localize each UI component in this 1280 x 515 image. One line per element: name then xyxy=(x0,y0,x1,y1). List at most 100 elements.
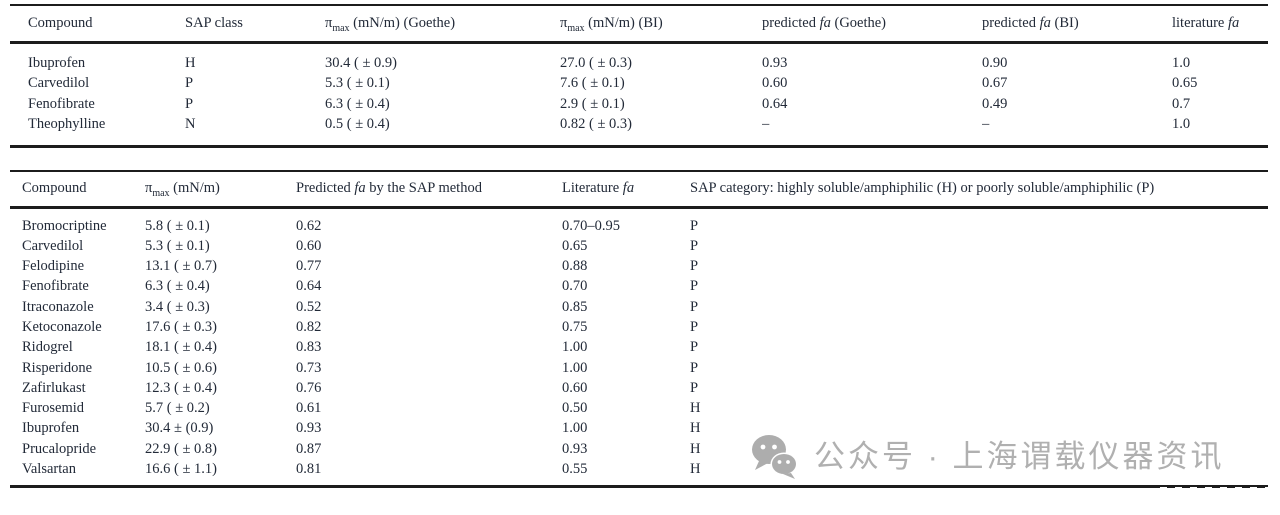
table-cell: 0.85 xyxy=(562,298,588,315)
table-cell: P xyxy=(690,318,699,335)
col-header-sap-category: SAP category: highly soluble/amphiphilic… xyxy=(690,180,1155,197)
wechat-icon xyxy=(750,433,800,479)
table-row: Carvedilol P 5.3 ( ± 0.1) 7.6 ( ± 0.1) 0.60 0… xyxy=(10,73,1268,94)
table-cell: 30.4 ± (0.9) xyxy=(145,420,214,437)
table-cell: – xyxy=(982,116,990,132)
table-row: Fenofibrate P 6.3 ( ± 0.4) 2.9 ( ± 0.1) 0.64… xyxy=(10,94,1268,115)
table-cell: P xyxy=(185,75,194,91)
table-cell: 18.1 ( ± 0.4) xyxy=(145,339,217,356)
table-cell: Ibuprofen xyxy=(28,54,86,71)
table-cell: 10.5 ( ± 0.6) xyxy=(145,359,217,376)
table-row: Prucalopride 22.9 ( ± 0.8) 0.87 0.93 H xyxy=(10,439,1268,459)
col-header-compound: Compound xyxy=(28,14,93,31)
table-cell: 0.90 xyxy=(982,54,1008,71)
table-cell: P xyxy=(690,298,699,315)
table-cell: 13.1 ( ± 0.7) xyxy=(145,258,217,275)
table-cell: 5.8 ( ± 0.1) xyxy=(145,217,210,234)
table-cell: 1.00 xyxy=(562,420,588,437)
table-cell: 0.81 xyxy=(296,461,322,478)
table-row: Theophylline N 0.5 ( ± 0.4) 0.82 ( ± 0.3) – –… xyxy=(10,114,1268,146)
table-sap-prediction: Compound πmax (mN/m) Predicted fa by the… xyxy=(10,170,1268,489)
table-cell: Prucalopride xyxy=(22,440,97,457)
table-1-header-row: Compound SAP class πmax (mN/m) (Goethe) … xyxy=(10,5,1268,42)
table-cell: 0.73 xyxy=(296,359,322,376)
table-row: Furosemid 5.7 ( ± 0.2) 0.61 0.50 H xyxy=(10,398,1268,418)
table-cell: 2.9 ( ± 0.1) xyxy=(560,95,625,112)
scan-artifact-dashed-rule xyxy=(1152,487,1270,494)
col-header-pimax: πmax (mN/m) xyxy=(145,180,220,200)
table-cell: 0.55 xyxy=(562,461,588,478)
table-row: Ketoconazole 17.6 ( ± 0.3) 0.82 0.75 P xyxy=(10,317,1268,337)
table-cell: 0.93 xyxy=(296,420,322,437)
table-cell: 0.61 xyxy=(296,400,322,417)
table-cell: Felodipine xyxy=(22,258,85,275)
table-cell: 5.3 ( ± 0.1) xyxy=(325,75,390,91)
col-header-literature-fa: literature fa xyxy=(1172,14,1240,31)
table-cell: H xyxy=(690,440,701,457)
table-row: Carvedilol 5.3 ( ± 0.1) 0.60 0.65 P xyxy=(10,236,1268,256)
table-cell: Risperidone xyxy=(22,359,93,376)
table-cell: P xyxy=(690,217,699,234)
table-row: Ibuprofen 30.4 ± (0.9) 0.93 1.00 H xyxy=(10,418,1268,438)
table-cell: 12.3 ( ± 0.4) xyxy=(145,379,217,396)
table-cell: H xyxy=(690,461,701,478)
table-cell: 17.6 ( ± 0.3) xyxy=(145,318,217,335)
table-cell: 7.6 ( ± 0.1) xyxy=(560,75,625,91)
col-header-compound: Compound xyxy=(22,180,87,197)
table-cell: 0.75 xyxy=(562,318,588,335)
table-row: Fenofibrate 6.3 ( ± 0.4) 0.64 0.70 P xyxy=(10,276,1268,296)
table-row: Risperidone 10.5 ( ± 0.6) 0.73 1.00 P xyxy=(10,358,1268,378)
table-cell: Ketoconazole xyxy=(22,318,102,335)
table-2-header-row: Compound πmax (mN/m) Predicted fa by the… xyxy=(10,171,1268,207)
table-cell: H xyxy=(690,400,701,417)
table-cell: 1.0 xyxy=(1172,54,1191,71)
table-cell: 0.52 xyxy=(296,298,322,315)
table-1-body: Ibuprofen H 30.4 ( ± 0.9) 27.0 ( ± 0.3) 0.93… xyxy=(10,42,1268,146)
table-sap-class-comparison: Compound SAP class πmax (mN/m) (Goethe) … xyxy=(10,4,1268,148)
table-row: Valsartan 16.6 ( ± 1.1) 0.81 0.55 H xyxy=(10,459,1268,487)
table-cell: 0.77 xyxy=(296,258,322,275)
table-row: Itraconazole 3.4 ( ± 0.3) 0.52 0.85 P xyxy=(10,297,1268,317)
col-header-pimax-bi: πmax (mN/m) (BI) xyxy=(560,14,663,34)
table-cell: 27.0 ( ± 0.3) xyxy=(560,54,632,71)
table-cell: 0.83 xyxy=(296,339,322,356)
table-cell: Fenofibrate xyxy=(28,95,95,112)
table-cell: H xyxy=(185,54,196,71)
table-cell: 0.60 xyxy=(296,237,322,254)
table-cell: 0.64 xyxy=(296,278,322,295)
table-cell: P xyxy=(185,95,194,112)
table-cell: Carvedilol xyxy=(22,237,84,254)
table-cell: 0.7 xyxy=(1172,95,1191,112)
table-cell: 0.49 xyxy=(982,95,1008,112)
table-cell: Fenofibrate xyxy=(22,278,89,295)
table-cell: – xyxy=(762,116,770,132)
table-row: Ridogrel 18.1 ( ± 0.4) 0.83 1.00 P xyxy=(10,337,1268,357)
table-cell: 0.82 xyxy=(296,318,322,335)
table-cell: 0.70–0.95 xyxy=(562,217,620,234)
table-cell: Carvedilol xyxy=(28,75,90,91)
table-cell: 5.7 ( ± 0.2) xyxy=(145,400,210,417)
table-cell: 3.4 ( ± 0.3) xyxy=(145,298,210,315)
col-header-pimax-goethe: πmax (mN/m) (Goethe) xyxy=(325,14,456,34)
table-cell: 0.88 xyxy=(562,258,588,275)
table-cell: Ridogrel xyxy=(22,339,73,356)
table-2-body: Bromocriptine 5.8 ( ± 0.1) 0.62 0.70–0.95 P C… xyxy=(10,207,1268,487)
table-cell: 0.64 xyxy=(762,95,788,112)
table-cell: Ibuprofen xyxy=(22,420,80,437)
watermark: 公众号 · 上海谓载仪器资讯 xyxy=(750,433,1225,479)
table-cell: P xyxy=(690,379,699,396)
table-cell: Zafirlukast xyxy=(22,379,86,396)
watermark-text: 公众号 · 上海谓载仪器资讯 xyxy=(814,438,1225,474)
table-cell: P xyxy=(690,339,699,356)
table-row: Zafirlukast 12.3 ( ± 0.4) 0.76 0.60 P xyxy=(10,378,1268,398)
table-cell: P xyxy=(690,359,699,376)
table-cell: 30.4 ( ± 0.9) xyxy=(325,54,397,71)
table-cell: Furosemid xyxy=(22,400,85,417)
table-row: Felodipine 13.1 ( ± 0.7) 0.77 0.88 P xyxy=(10,256,1268,276)
table-cell: Bromocriptine xyxy=(22,217,107,234)
table-cell: 0.70 xyxy=(562,278,588,295)
col-header-predicted-fa-bi: predicted fa (BI) xyxy=(982,14,1079,31)
table-row: Bromocriptine 5.8 ( ± 0.1) 0.62 0.70–0.95 P xyxy=(10,207,1268,236)
col-header-literature-fa: Literature fa xyxy=(562,180,635,197)
table-cell: 0.93 xyxy=(562,440,588,457)
